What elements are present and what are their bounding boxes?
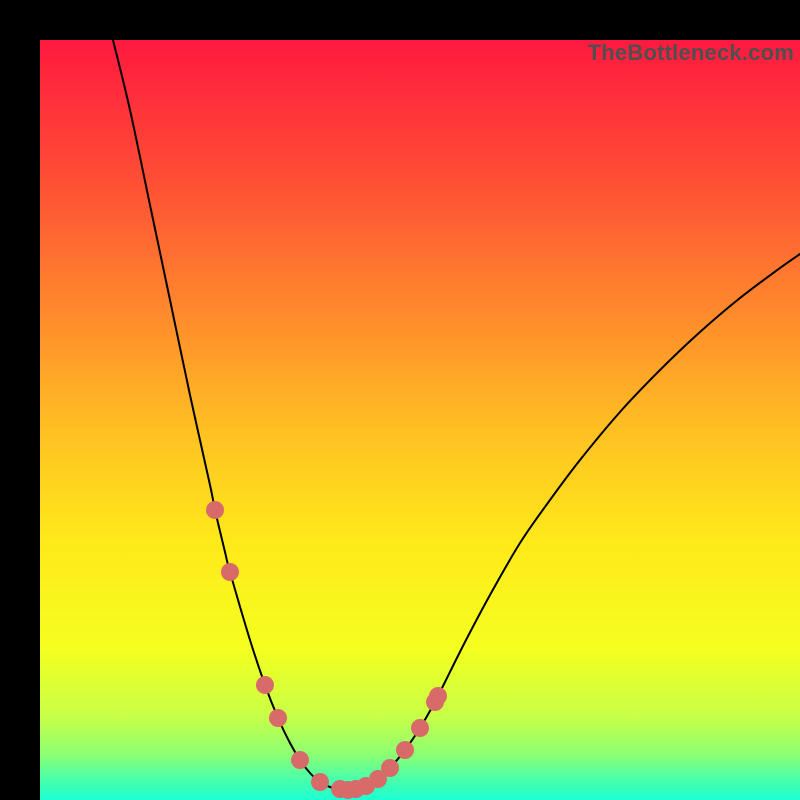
curve-marker [396,741,414,759]
curve-marker [381,759,399,777]
curve-marker [269,709,287,727]
curve-marker [311,773,329,791]
curve-layer [40,40,800,800]
curve-marker [221,563,239,581]
curve-marker [411,719,429,737]
curve-marker [291,751,309,769]
curve-marker [206,501,224,519]
bottleneck-curve [113,40,800,790]
curve-marker [256,676,274,694]
chart-frame: TheBottleneck.com [0,0,800,800]
plot-area: TheBottleneck.com [40,40,800,800]
curve-marker [429,687,447,705]
curve-markers [206,501,447,799]
